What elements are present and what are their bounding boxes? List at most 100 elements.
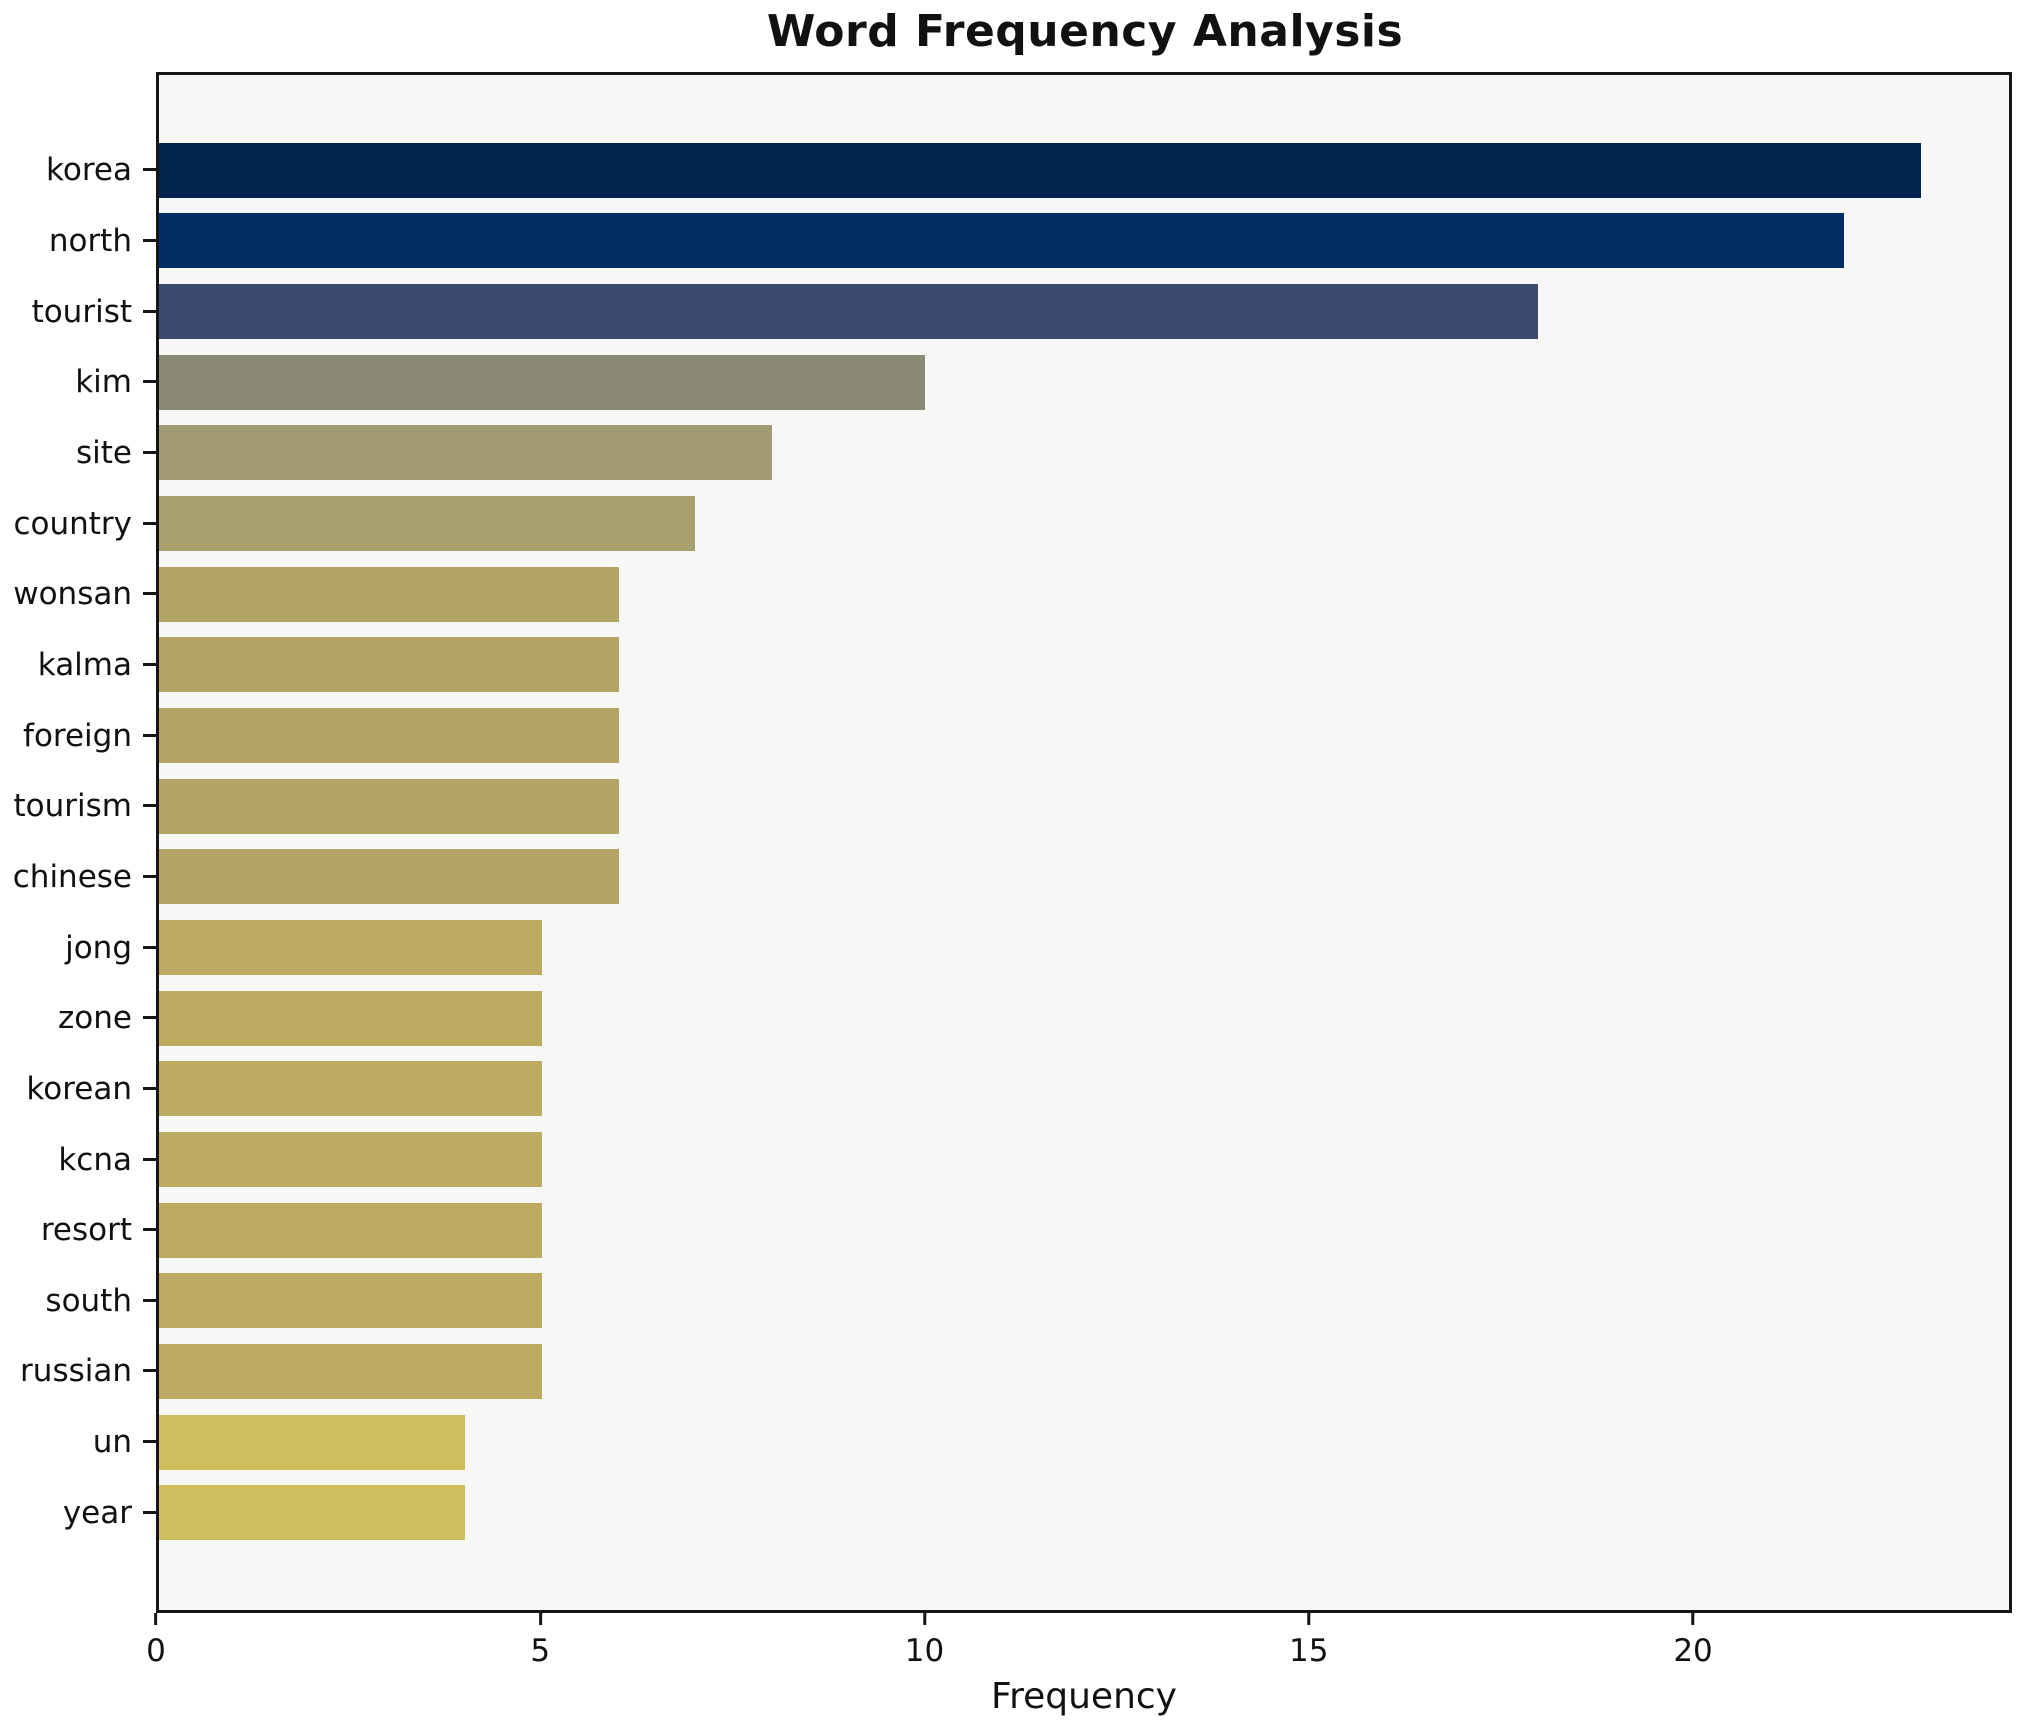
- y-axis-label: zone: [58, 1000, 132, 1037]
- x-tick-label: 20: [1673, 1633, 1713, 1669]
- freq-bar: [159, 920, 543, 976]
- y-axis-label: un: [92, 1424, 132, 1461]
- freq-bar: [159, 1202, 543, 1258]
- y-axis-label: chinese: [12, 858, 132, 895]
- y-axis-label: tourist: [31, 293, 132, 330]
- y-axis-label: north: [48, 222, 132, 259]
- x-tick-label: 0: [146, 1633, 166, 1669]
- y-axis-label: country: [13, 505, 132, 542]
- y-tick-mark: [143, 1298, 156, 1302]
- x-axis: 0 5 10 15 20: [146, 1613, 2012, 1693]
- freq-bar: [159, 1132, 543, 1188]
- bar-row: year: [63, 1477, 2009, 1548]
- y-tick-mark: [143, 521, 156, 525]
- bar-rows: korea north tourist kim site country wonsan kal…: [13, 75, 2009, 1610]
- y-tick-mark: [143, 1510, 156, 1514]
- y-tick-mark: [143, 168, 156, 172]
- bar-row: foreign: [23, 700, 2009, 771]
- x-tick-label: 10: [904, 1633, 945, 1669]
- freq-bar: [159, 284, 1538, 340]
- x-tick-label: 5: [530, 1633, 551, 1669]
- x-tick: 20: [1673, 1613, 1713, 1669]
- y-tick-mark: [143, 1086, 156, 1090]
- bar-row: country: [13, 488, 2009, 559]
- freq-bar: [159, 637, 619, 693]
- x-tick: 5: [530, 1613, 550, 1669]
- x-tick-label: 15: [1289, 1633, 1329, 1669]
- x-tick-mark: [154, 1613, 158, 1625]
- chart-title: Word Frequency Analysis: [766, 6, 1404, 57]
- y-tick-mark: [143, 733, 156, 737]
- y-tick-mark: [143, 1157, 156, 1161]
- bar-row: tourism: [14, 771, 2009, 842]
- bar-row: resort: [41, 1195, 2009, 1266]
- y-tick-mark: [143, 1228, 156, 1232]
- y-axis-label: russian: [20, 1353, 132, 1390]
- bar-row: chinese: [13, 842, 2009, 913]
- x-tick: 10: [905, 1613, 944, 1669]
- x-axis-title: Frequency: [991, 1676, 1177, 1717]
- x-tick-mark: [538, 1613, 542, 1625]
- bar-row: north: [49, 206, 2009, 277]
- bar-row: kcna: [58, 1124, 2009, 1195]
- bar-row: zone: [58, 983, 2009, 1054]
- bar-row: jong: [65, 912, 2009, 983]
- bar-row: kim: [75, 347, 2009, 418]
- freq-bar: [159, 778, 619, 834]
- y-axis-label: tourism: [13, 788, 132, 825]
- freq-bar: [159, 213, 1845, 269]
- y-tick-mark: [143, 945, 156, 949]
- y-tick-mark: [143, 1016, 156, 1020]
- x-tick-mark: [1691, 1613, 1695, 1625]
- bar-row: kalma: [38, 630, 2009, 701]
- freq-bar: [159, 566, 619, 622]
- plot-area: korea north tourist kim site country wonsan kal…: [13, 72, 2012, 1613]
- x-tick: 15: [1289, 1613, 1329, 1669]
- y-axis-label: korean: [26, 1070, 132, 1107]
- y-tick-mark: [143, 1440, 156, 1444]
- y-tick-mark: [143, 874, 156, 878]
- bar-row: tourist: [32, 276, 2009, 347]
- freq-bar: [159, 1273, 543, 1329]
- y-axis-label: korea: [46, 152, 132, 189]
- y-axis-label: kcna: [58, 1141, 132, 1178]
- freq-bar: [159, 1485, 466, 1541]
- x-tick-mark: [1307, 1613, 1311, 1625]
- y-axis-label: jong: [65, 929, 132, 966]
- y-tick-mark: [143, 380, 156, 384]
- y-tick-mark: [143, 309, 156, 313]
- y-axis-label: south: [45, 1282, 132, 1319]
- freq-bar: [159, 496, 696, 552]
- y-tick-mark: [143, 238, 156, 242]
- bar-row: south: [45, 1266, 2009, 1337]
- y-axis-label: kim: [75, 364, 132, 401]
- y-tick-mark: [143, 592, 156, 596]
- freq-bar: [159, 354, 926, 410]
- y-axis-label: year: [62, 1494, 132, 1531]
- bar-row: russian: [20, 1336, 2009, 1407]
- freq-bar: [159, 425, 772, 481]
- y-tick-mark: [143, 450, 156, 454]
- bar-row: korean: [26, 1054, 2009, 1125]
- y-axis-label: resort: [40, 1212, 132, 1249]
- y-axis-label: wonsan: [13, 576, 132, 613]
- bar-row: wonsan: [13, 559, 2009, 630]
- x-tick-mark: [923, 1613, 927, 1625]
- y-tick-mark: [143, 662, 156, 666]
- freq-bar: [159, 849, 619, 905]
- y-tick-mark: [143, 1369, 156, 1373]
- freq-bar: [159, 1343, 543, 1399]
- bar-row: korea: [46, 135, 2009, 206]
- freq-bar: [159, 990, 543, 1046]
- y-axis-label: foreign: [23, 717, 132, 754]
- x-tick: 0: [146, 1613, 166, 1669]
- y-tick-mark: [143, 804, 156, 808]
- bar-row: un: [93, 1407, 2009, 1478]
- freq-bar: [159, 1061, 543, 1117]
- freq-bar: [159, 708, 619, 764]
- y-axis-label: kalma: [37, 646, 132, 683]
- freq-bar: [159, 142, 1921, 198]
- freq-bar: [159, 1414, 466, 1470]
- bar-row: site: [76, 418, 2009, 489]
